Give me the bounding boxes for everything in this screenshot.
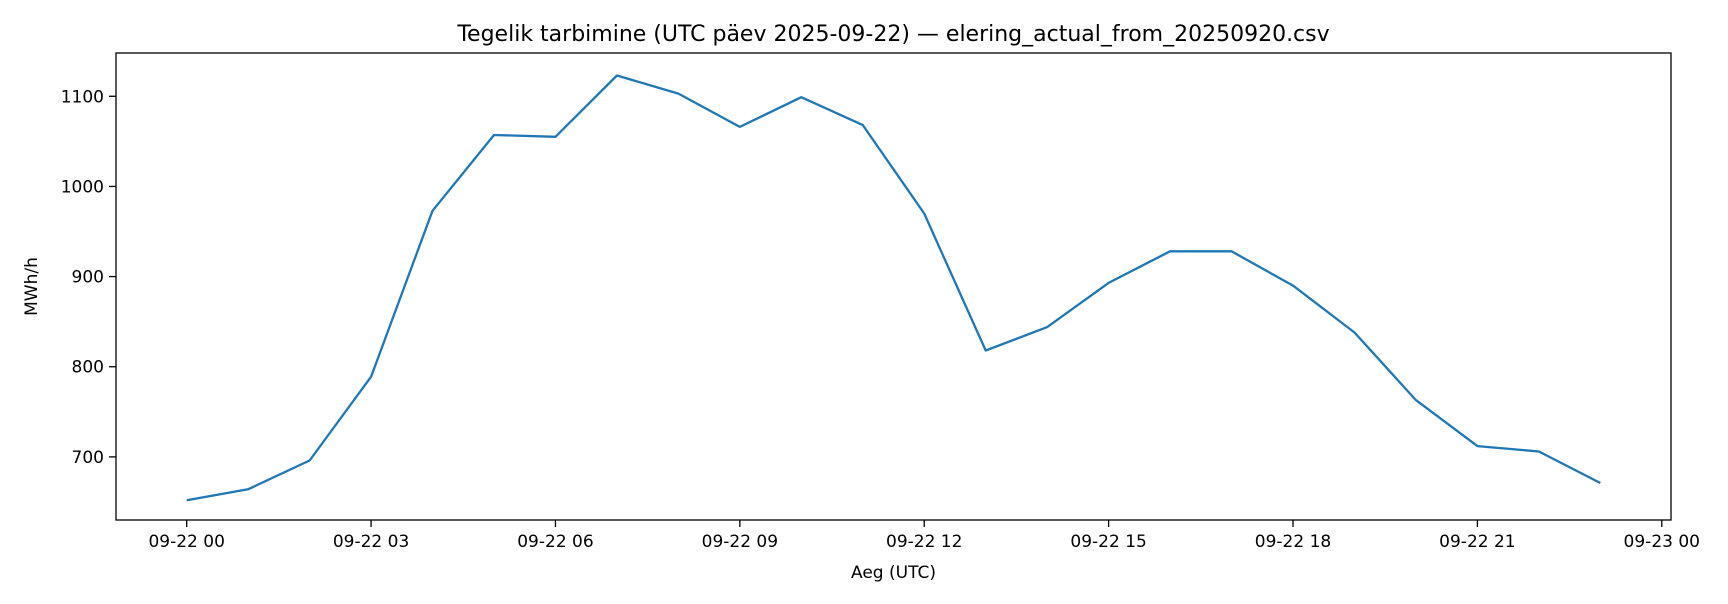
x-tick-label: 09-22 18 [1255, 532, 1331, 552]
x-tick-label: 09-22 09 [702, 532, 778, 552]
x-tick-label: 09-23 00 [1624, 532, 1700, 552]
series-line [186, 74, 1601, 502]
x-tick-label: 09-22 15 [1070, 532, 1146, 552]
axes-frame [115, 52, 1672, 521]
y-tick-label: 1000 [61, 177, 104, 197]
x-tick-label: 09-22 12 [886, 532, 962, 552]
x-tick-label: 09-22 21 [1439, 532, 1515, 552]
y-tick-label: 800 [72, 358, 104, 378]
chart-title: Tegelik tarbimine (UTC päev 2025-09-22) … [456, 22, 1329, 47]
x-tick-label: 09-22 06 [517, 532, 593, 552]
y-tick-label: 900 [72, 268, 104, 288]
plot-area: 09-22 00 09-22 03 09-22 06 09-22 09 09-22 12… [61, 52, 1700, 552]
y-tick-label: 700 [72, 448, 104, 468]
x-tick-label: 09-22 00 [148, 532, 224, 552]
y-tick-label: 1100 [61, 87, 104, 107]
x-axis-label: Aeg (UTC) [851, 563, 936, 583]
x-tick-label: 09-22 03 [333, 532, 409, 552]
y-axis-label: MWh/h [22, 257, 42, 316]
